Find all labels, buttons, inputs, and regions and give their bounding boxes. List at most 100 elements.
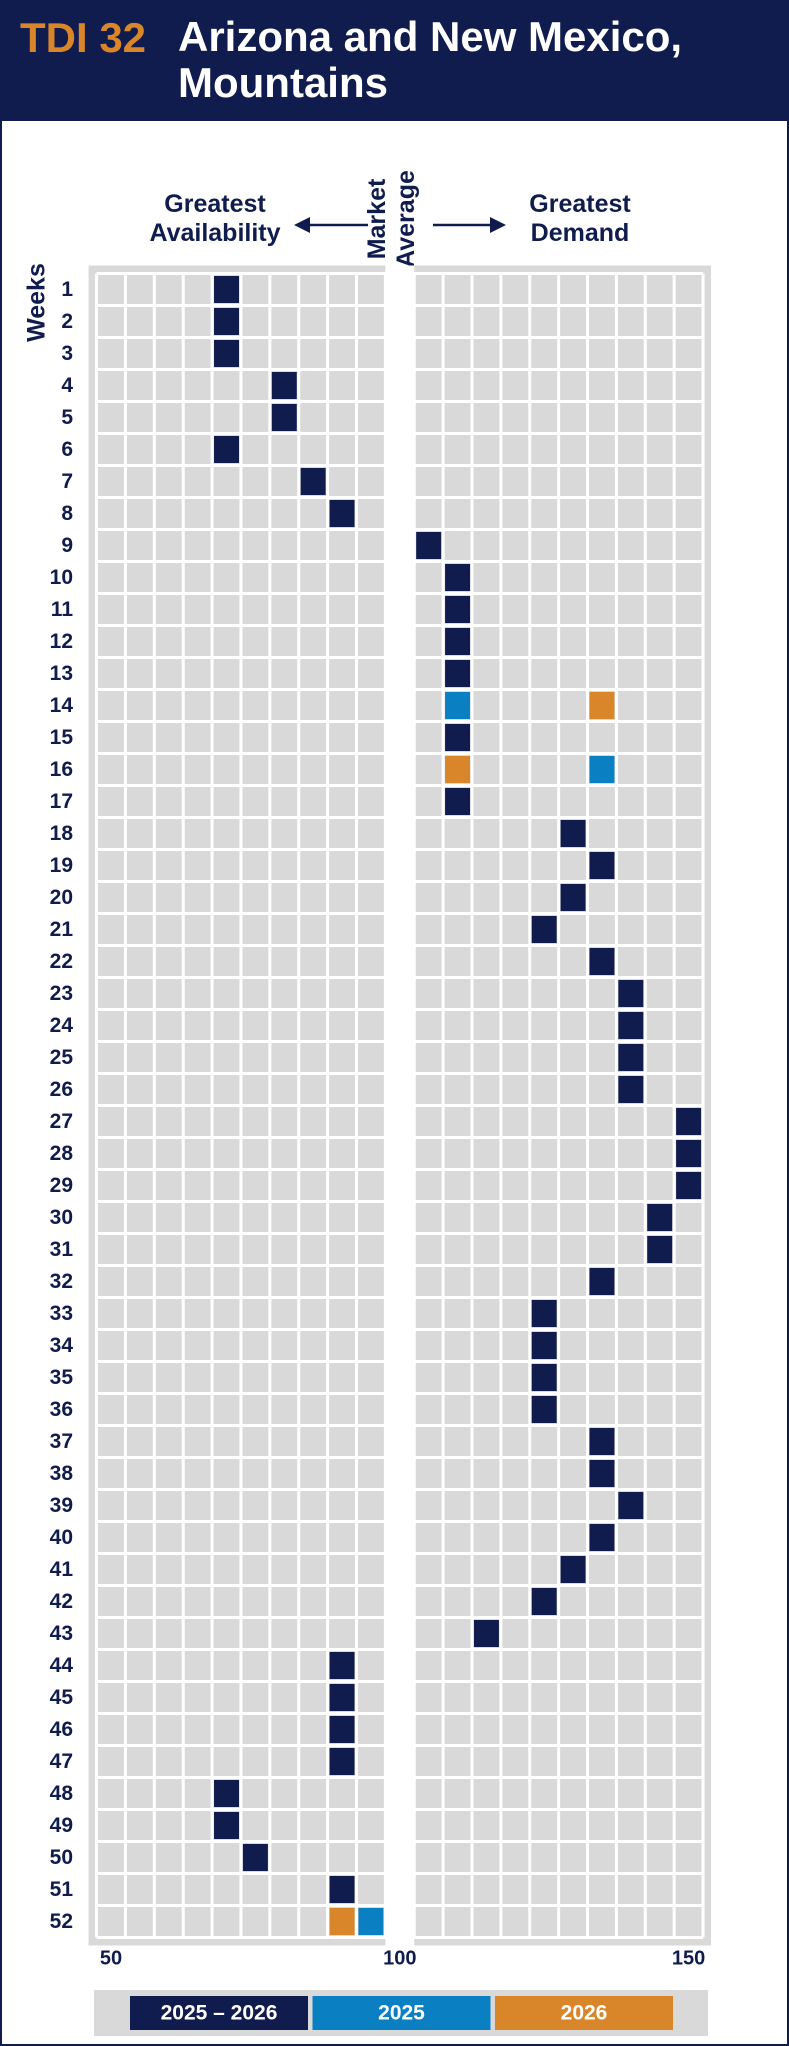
week-mark [214, 276, 240, 303]
week-mark [445, 788, 471, 815]
legend-swatch [312, 1996, 491, 2030]
y-tick-label: 5 [61, 406, 73, 429]
y-tick-label: 14 [50, 694, 74, 717]
y-tick-label: 20 [50, 886, 73, 909]
week-mark [445, 628, 471, 655]
week-mark [676, 1140, 702, 1167]
y-tick-label: 8 [61, 502, 73, 525]
y-tick-label: 31 [50, 1238, 74, 1261]
y-tick-label: 27 [50, 1110, 73, 1133]
y-tick-label: 3 [61, 342, 73, 365]
week-mark [329, 1748, 355, 1775]
y-tick-label: 37 [50, 1430, 73, 1453]
y-tick-label: 4 [61, 374, 73, 397]
week-mark [560, 1556, 586, 1583]
week-mark [676, 1108, 702, 1135]
y-tick-label: 42 [50, 1590, 73, 1613]
week-mark [329, 1684, 355, 1711]
y-tick-label: 43 [50, 1622, 73, 1645]
right-label: Greatest Demand [529, 190, 631, 247]
y-tick-label: 23 [50, 982, 73, 1005]
y-tick-label: 33 [50, 1302, 73, 1325]
y-tick-label: 26 [50, 1078, 73, 1101]
y-tick-label: 9 [61, 534, 73, 557]
y-tick-label: 46 [50, 1718, 73, 1741]
week-mark [445, 660, 471, 687]
y-tick-label: 48 [50, 1782, 74, 1805]
y-tick-label: 16 [50, 758, 73, 781]
legend-swatch [495, 1996, 673, 2030]
y-tick-label: 34 [50, 1334, 74, 1357]
header-code: TDI 32 [20, 14, 147, 61]
y-tick-label: 28 [50, 1142, 74, 1165]
week-mark [676, 1172, 702, 1199]
week-mark [531, 1396, 557, 1423]
week-mark [618, 980, 644, 1007]
y-tick-label: 40 [50, 1526, 73, 1549]
y-tick-label: 50 [50, 1846, 73, 1869]
y-tick-label: 51 [50, 1878, 74, 1901]
y-tick-label: 24 [50, 1014, 74, 1037]
week-mark [589, 1524, 615, 1551]
week-mark [271, 372, 297, 399]
y-tick-label: 45 [50, 1686, 74, 1709]
y-tick-label: 35 [50, 1366, 74, 1389]
y-tick-label: 36 [50, 1398, 73, 1421]
week-mark [329, 1652, 355, 1679]
x-tick-label: 100 [383, 1947, 416, 1969]
y-tick-label: 2 [61, 310, 73, 333]
legend-label: 2025 – 2026 [161, 2002, 278, 2025]
y-tick-label: 41 [50, 1558, 74, 1581]
x-tick-label: 50 [100, 1947, 122, 1969]
week-mark [647, 1236, 673, 1263]
y-tick-label: 12 [50, 630, 73, 653]
week-mark [589, 852, 615, 879]
legend-label: 2026 [561, 2002, 608, 2025]
week-mark [560, 820, 586, 847]
header-title: Arizona and New Mexico, Mountains [178, 13, 683, 106]
week-mark [214, 1780, 240, 1807]
y-tick-label: 21 [50, 918, 74, 941]
x-tick-label: 150 [672, 1947, 705, 1969]
week-mark [445, 564, 471, 591]
week-mark [329, 1716, 355, 1743]
left-label: Greatest Availability [149, 190, 281, 247]
week-mark [473, 1620, 499, 1647]
arrow-left-head [294, 217, 310, 233]
week-mark [329, 1908, 355, 1935]
y-tick-label: 44 [50, 1654, 74, 1677]
y-tick-label: 32 [50, 1270, 73, 1293]
week-mark [589, 948, 615, 975]
average-gap [385, 265, 415, 1946]
y-tick-label: 47 [50, 1750, 73, 1773]
week-mark [618, 1076, 644, 1103]
week-mark [416, 532, 442, 559]
y-tick-label: 7 [61, 470, 73, 493]
week-mark [589, 1460, 615, 1487]
y-tick-label: 19 [50, 854, 73, 877]
legend-label: 2025 [378, 2002, 425, 2025]
week-mark [618, 1012, 644, 1039]
y-tick-label: 49 [50, 1814, 73, 1837]
y-tick-label: 1 [61, 278, 73, 301]
week-mark [445, 724, 471, 751]
week-mark [358, 1908, 384, 1935]
week-mark [589, 1428, 615, 1455]
y-tick-label: 18 [50, 822, 74, 845]
y-tick-label: 39 [50, 1494, 73, 1517]
week-mark [647, 1204, 673, 1231]
week-mark [271, 404, 297, 431]
y-tick-label: 22 [50, 950, 73, 973]
week-mark [531, 916, 557, 943]
y-tick-label: 13 [50, 662, 73, 685]
week-mark [531, 1332, 557, 1359]
arrow-right-head [490, 217, 506, 233]
week-mark [531, 1300, 557, 1327]
week-mark [329, 500, 355, 527]
week-mark [531, 1588, 557, 1615]
week-mark [214, 340, 240, 367]
y-tick-label: 6 [61, 438, 73, 461]
legend-swatch [130, 1996, 308, 2030]
y-tick-label: 17 [50, 790, 73, 813]
week-mark [618, 1492, 644, 1519]
